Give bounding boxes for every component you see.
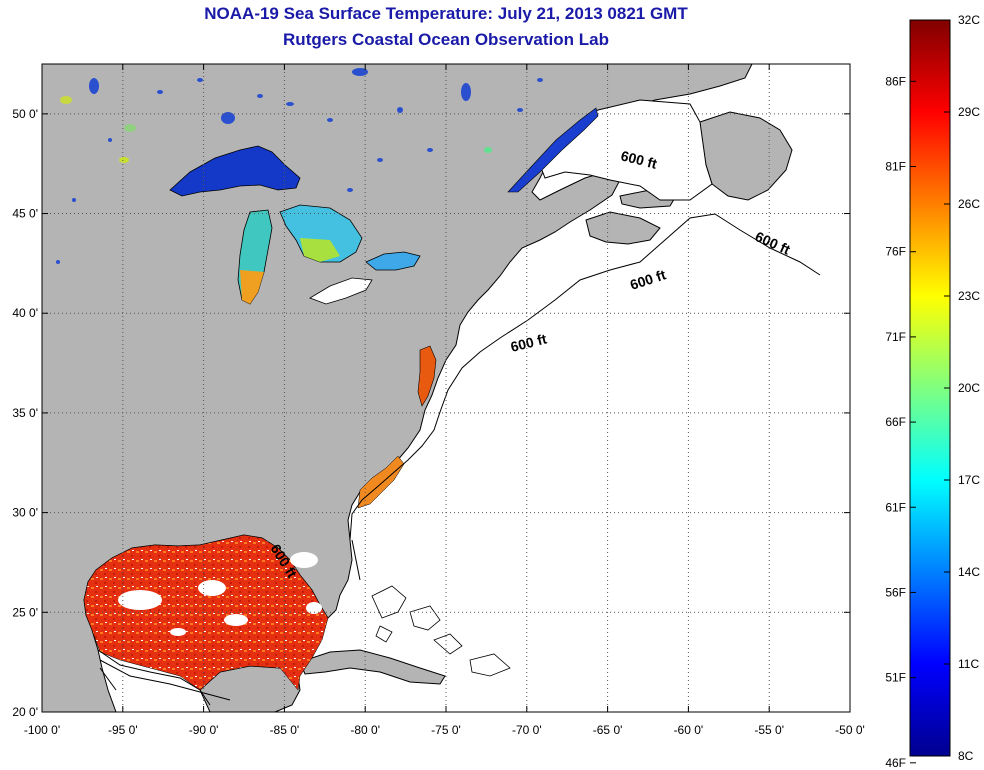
bahamas-islands	[371, 585, 511, 677]
land-cuba	[299, 649, 446, 685]
colorbar	[909, 19, 951, 757]
cbar-f-label: 51F	[885, 671, 906, 685]
cbar-f-label: 56F	[885, 585, 906, 599]
cbar-f-label: 71F	[885, 330, 906, 344]
colorbar-fahrenheit-labels: 86F 81F 76F 71F 66F 61F 56F 51F 46F	[885, 74, 916, 770]
lon-tick-label: -65 0'	[593, 723, 623, 737]
lat-tick-label: 35 0'	[12, 406, 38, 420]
lake-huron	[279, 204, 363, 263]
cbar-c-label: 32C	[958, 13, 980, 27]
lake-superior	[169, 145, 301, 197]
cbar-f-label: 66F	[885, 415, 906, 429]
cbar-c-label: 29C	[958, 105, 980, 119]
lat-tick-label: 30 0'	[12, 506, 38, 520]
cbar-c-label: 17C	[958, 473, 980, 487]
lat-tick-label: 50 0'	[12, 107, 38, 121]
cbar-c-label: 14C	[958, 565, 980, 579]
cbar-c-label: 26C	[958, 197, 980, 211]
cbar-c-label: 23C	[958, 289, 980, 303]
cbar-f-label: 81F	[885, 160, 906, 174]
lon-axis: -100 0' -95 0' -90 0' -85 0' -80 0' -75 0' -70…	[24, 64, 865, 737]
shelf-contour-gulf	[99, 659, 231, 701]
lon-tick-label: -60 0'	[674, 723, 704, 737]
lon-tick-label: -80 0'	[350, 723, 380, 737]
lon-tick-label: -70 0'	[512, 723, 542, 737]
st-lawrence-sst	[507, 107, 599, 193]
lat-tick-label: 40 0'	[12, 306, 38, 320]
lon-tick-label: -90 0'	[189, 723, 219, 737]
lat-tick-label: 25 0'	[12, 605, 38, 619]
lake-ontario	[365, 251, 421, 271]
lon-tick-label: -100 0'	[24, 723, 60, 737]
cbar-f-label: 46F	[885, 756, 906, 770]
chesapeake-sst	[417, 345, 437, 407]
lon-tick-label: -50 0'	[835, 723, 865, 737]
map-subtitle: Rutgers Coastal Ocean Observation Lab	[283, 30, 609, 49]
lake-erie	[309, 277, 373, 305]
carolina-coast-sst	[357, 455, 405, 509]
cbar-f-label: 86F	[885, 74, 906, 88]
lat-axis: 20 0' 25 0' 30 0' 35 0' 40 0' 45 0' 50 0'	[12, 107, 850, 719]
cbar-f-label: 61F	[885, 500, 906, 514]
gulf-cloud-patches	[118, 552, 322, 636]
lon-tick-label: -75 0'	[431, 723, 461, 737]
cbar-c-label: 11C	[958, 657, 979, 671]
cbar-c-label: 8C	[958, 749, 974, 763]
cbar-f-label: 76F	[885, 245, 906, 259]
cbar-c-label: 20C	[958, 381, 980, 395]
map-gridlines	[42, 64, 850, 712]
map-title: NOAA-19 Sea Surface Temperature: July 21…	[204, 4, 688, 23]
lat-tick-label: 45 0'	[12, 207, 38, 221]
lake-huron-warm	[300, 238, 340, 262]
land-nova-scotia	[585, 211, 661, 245]
lon-tick-label: -55 0'	[754, 723, 784, 737]
northern-lakes	[56, 68, 543, 264]
lat-tick-label: 20 0'	[12, 705, 38, 719]
lake-michigan-south	[240, 270, 264, 304]
lon-tick-label: -85 0'	[270, 723, 300, 737]
colorbar-celsius-labels: 32C 29C 26C 23C 20C 17C 14C 11C 8C	[944, 13, 980, 763]
lon-tick-label: -95 0'	[108, 723, 138, 737]
